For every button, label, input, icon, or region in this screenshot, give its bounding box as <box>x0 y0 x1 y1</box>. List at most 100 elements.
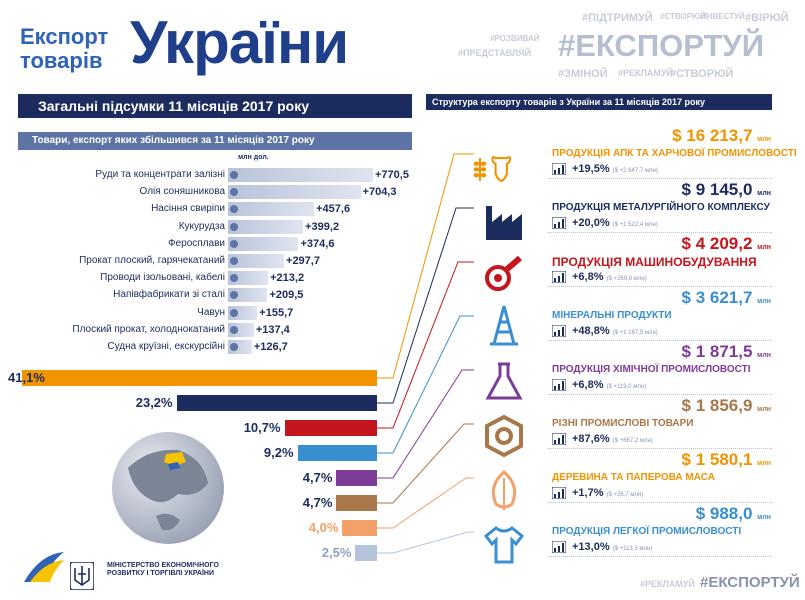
increase-bar-dot <box>230 171 238 179</box>
gear-icon <box>485 255 522 291</box>
category-value: $ 4 209,2 млн <box>682 234 771 258</box>
category-name: МІНЕРАЛЬНІ ПРОДУКТИ <box>552 310 672 321</box>
category-value: $ 1 856,9 млн <box>682 396 771 420</box>
growth-chart-icon <box>552 433 566 445</box>
category-name: ПРОДУКЦІЯ МЕТАЛУРГІЙНОГО КОМПЛЕКСУ <box>552 202 770 213</box>
category-underline <box>548 394 772 395</box>
category-name: ПРОДУКЦІЯ АПК ТА ХАРЧОВОЇ ПРОМИСЛОВОСТІ <box>552 148 797 159</box>
increase-row: Чавун +155,7 <box>0 305 420 323</box>
category-value-unit: млн <box>757 406 771 413</box>
connector-line <box>377 531 474 554</box>
category-value-unit: млн <box>757 190 771 197</box>
share-bar <box>284 420 377 436</box>
connector-line <box>377 153 474 379</box>
increase-row: Судна круїзні, екскурсійні +126,7 <box>0 340 420 357</box>
category-value-amount: $ 9 145,0 <box>681 180 758 199</box>
increase-row: Прокат плоский, гарячекатаний +297,7 <box>0 254 420 271</box>
factory-icon <box>486 206 522 240</box>
share-bar <box>342 520 377 536</box>
category-value-unit: млн <box>757 460 771 467</box>
category-name: РІЗНІ ПРОМИСЛОВІ ТОВАРИ <box>552 418 694 429</box>
increased-title: Товари, експорт яких збільшився за 11 мі… <box>18 132 412 150</box>
increase-category-label: Чавун <box>197 306 225 318</box>
increase-bar <box>228 236 299 251</box>
category-value-unit: млн <box>757 514 771 521</box>
increase-value-label: +297,7 <box>286 255 320 267</box>
increase-row: Плоский прокат, холоднокатаний +137,4 <box>0 322 420 340</box>
category-value-unit: млн <box>757 352 771 359</box>
header-title: України <box>130 9 349 76</box>
increase-chart: Руди та концентрати залізні +770,5 Олія со… <box>0 168 420 358</box>
category-underline <box>548 502 772 503</box>
increase-category-label: Руди та концентрати залізні <box>95 169 225 180</box>
share-bar <box>297 445 377 461</box>
share-label: 10,7% <box>243 420 281 435</box>
category-growth-percent: +48,8% <box>572 325 613 337</box>
category-name: ПРОДУКЦІЯ ЛЕГКОЇ ПРОМИСЛОВОСТІ <box>552 526 742 537</box>
category-value-amount: $ 988,0 <box>695 504 758 523</box>
increase-bar <box>228 271 269 286</box>
increase-row: Насіння свиріпи +457,6 <box>0 202 420 219</box>
increase-bar <box>228 185 361 200</box>
increase-row: Руди та концентрати залізні +770,5 <box>0 168 420 185</box>
category-underline <box>548 232 772 233</box>
category-growth-percent: +6,8% <box>572 379 607 391</box>
category-growth: +13,0% ($ +113,3 млн) <box>572 540 652 556</box>
increase-bar-dot <box>230 308 238 317</box>
footer-hashtag-small: #РЕКЛАМУЙ <box>640 579 695 589</box>
growth-chart-icon <box>552 379 566 391</box>
category-underline <box>548 556 772 557</box>
connector-line <box>377 423 474 504</box>
header-line1: Експорт <box>20 24 109 49</box>
share-label: 4,7% <box>302 470 333 485</box>
increase-category-label: Напівфабрикати зі сталі <box>113 289 225 301</box>
category-value: $ 1 871,5 млн <box>682 342 771 366</box>
connector-line <box>377 207 474 404</box>
globe-illustration <box>112 432 224 544</box>
increase-bar <box>228 202 315 217</box>
share-chart: 41,1% 23,2% 10,7% 9,2% 4,7% 4,7% 4,0% 2,5% <box>8 370 377 561</box>
category-growth-absolute: ($ +269,6 млн) <box>606 276 647 282</box>
category-growth-absolute: ($ +1 187,5 млн) <box>612 330 658 336</box>
increase-value-label: +155,7 <box>259 306 294 319</box>
increase-bar-dot <box>230 291 238 300</box>
increase-row: Олія соняшникова +704,3 <box>0 185 420 202</box>
connector-line <box>377 369 474 479</box>
category-growth-absolute: ($ +1 522,4 млн) <box>612 222 658 228</box>
increase-bar-dot <box>230 257 238 265</box>
growth-chart-icon <box>552 487 566 499</box>
share-bar <box>336 470 377 486</box>
increase-bar-dot <box>230 274 238 283</box>
share-bar <box>22 370 377 386</box>
share-label: 4,7% <box>302 495 333 510</box>
category-value-amount: $ 1 856,9 <box>681 396 758 415</box>
category-growth: +6,8% ($ +119,0 млн) <box>572 378 646 394</box>
share-label: 9,2% <box>263 445 294 460</box>
tshirt-icon <box>483 526 525 564</box>
category-name: ПРОДУКЦІЯ ХІМІЧНОЇ ПРОМИСЛОВОСТІ <box>552 364 751 375</box>
increase-value-label: +374,6 <box>300 237 335 250</box>
increase-row: Проводи ізольовані, кабелі +213,2 <box>0 271 420 288</box>
increase-bar <box>228 168 373 182</box>
growth-chart-icon <box>552 271 566 283</box>
increase-row: Феросплави +374,6 <box>0 236 420 254</box>
increase-category-label: Феросплави <box>168 237 225 249</box>
category-growth-percent: +87,6% <box>572 433 613 445</box>
increase-value-label: +399,2 <box>305 220 340 233</box>
growth-chart-icon <box>552 163 566 175</box>
category-name: ДЕРЕВИНА ТА ПАПЕРОВА МАСА <box>552 472 715 483</box>
category-underline <box>548 340 772 341</box>
hashtag-main: #ЕКСПОРТУЙ <box>558 28 764 63</box>
increase-bar-dot <box>230 325 238 334</box>
category-value: $ 16 213,7 млн <box>672 126 771 150</box>
category-growth-percent: +19,5% <box>572 163 613 175</box>
category-value-amount: $ 1 871,5 <box>681 342 758 361</box>
category-growth-absolute: ($ +867,2 млн) <box>612 438 653 444</box>
category-value: $ 1 580,1 млн <box>682 450 771 474</box>
trident-icon <box>70 562 94 590</box>
growth-chart-icon <box>552 541 566 553</box>
category-growth: +48,8% ($ +1 187,5 млн) <box>572 324 658 340</box>
increase-bar-dot <box>230 239 238 248</box>
increase-value-label: +457,6 <box>316 203 351 216</box>
category-growth-absolute: ($ +26,7 млн) <box>606 492 644 498</box>
